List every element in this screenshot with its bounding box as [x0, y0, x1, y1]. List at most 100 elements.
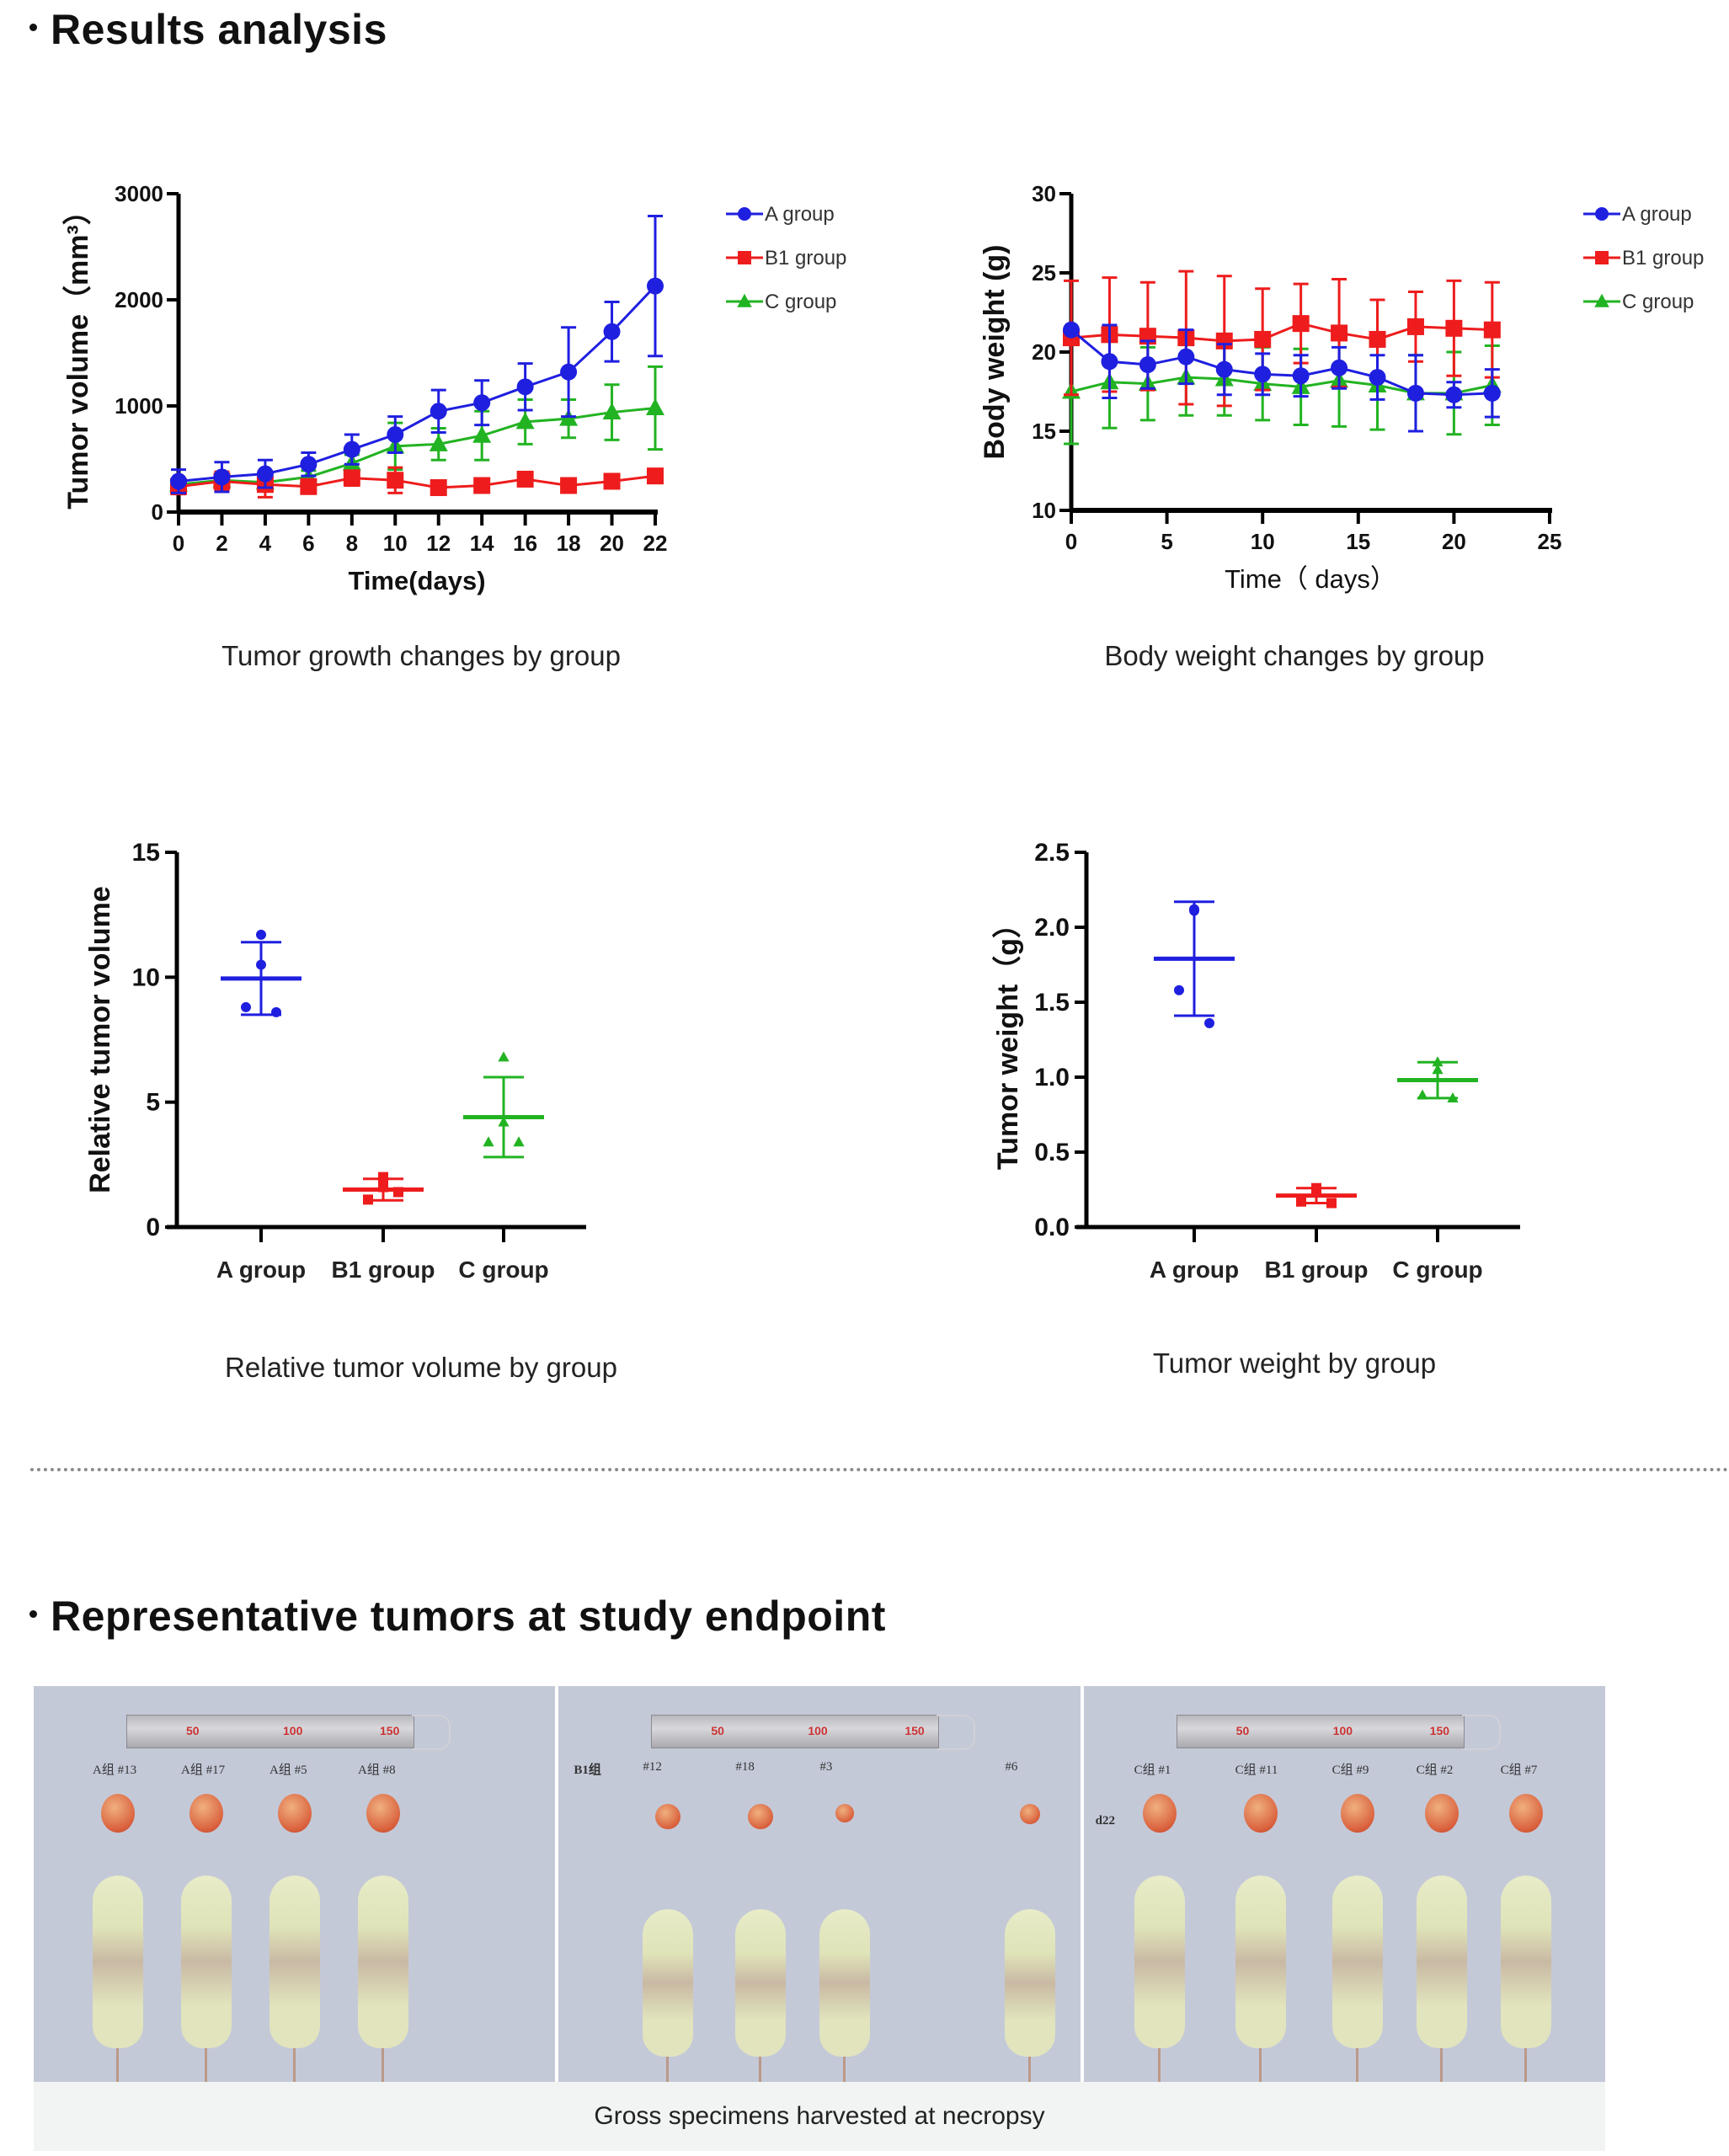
data-point [602, 403, 622, 420]
legend-item-b1: B1 group [1583, 247, 1704, 270]
specimen-label: A组 #8 [358, 1764, 396, 1777]
tumor-specimen [278, 1794, 312, 1833]
ruler-end [412, 1715, 451, 1750]
data-point [241, 1001, 251, 1012]
section-divider [30, 1468, 1729, 1471]
ruler-mark: 50 [186, 1724, 200, 1737]
mouse-tail [1524, 2048, 1527, 2082]
specimen-label: C组 #2 [1416, 1764, 1454, 1777]
tumor-specimen [189, 1794, 223, 1833]
data-point [1296, 1196, 1306, 1207]
data-point [1417, 1089, 1428, 1100]
legend-label: C group [765, 291, 836, 313]
y-tick-label: 1.0 [1034, 1064, 1070, 1091]
x-tick-label: 20 [600, 531, 624, 556]
ruler: 50 100 150 [651, 1715, 976, 1750]
y-tick-label: 2000 [115, 287, 163, 312]
y-tick-label: 25 [1032, 260, 1056, 286]
specimen-label: C组 #7 [1500, 1764, 1538, 1777]
results-heading-text: Results analysis [51, 6, 387, 53]
data-point [1445, 319, 1463, 337]
data-point [1215, 360, 1233, 378]
data-point [378, 1171, 388, 1182]
mouse-tail [382, 2048, 384, 2082]
relative-tumor-volume-caption: Relative tumor volume by group [225, 1352, 617, 1383]
x-tick-label: 25 [1538, 529, 1562, 554]
data-point [498, 1116, 510, 1127]
y-tick-label: 1000 [115, 393, 163, 419]
y-axis-title: Tumor volume（mm³） [61, 196, 94, 510]
legend-marker [1595, 251, 1609, 264]
mouse-specimen [358, 1876, 408, 2048]
x-tick-label: 22 [643, 531, 668, 556]
data-point [603, 472, 621, 490]
y-tick-label: 3000 [115, 181, 163, 206]
data-point [1369, 330, 1386, 348]
y-tick-label: 0.0 [1034, 1214, 1070, 1241]
data-point [343, 469, 360, 487]
data-point [515, 412, 535, 430]
x-tick-label: 5 [1161, 529, 1172, 554]
data-point [483, 1136, 494, 1147]
ruler-mark: 150 [905, 1724, 925, 1737]
legend-item-c: C group [1583, 291, 1694, 313]
photo-panel-b1-group: 50 100 150 B1组 #12 #18 #3 #6 [558, 1686, 1081, 2082]
legend-marker [1595, 207, 1609, 221]
data-point [170, 472, 187, 490]
data-point [387, 426, 404, 444]
mouse-specimen [181, 1876, 232, 2048]
tumor-specimen [1424, 1794, 1459, 1833]
ruler-end [1461, 1715, 1501, 1750]
series-line [178, 407, 656, 486]
ruler-mark: 50 [1235, 1724, 1250, 1737]
y-axis-title: Body weight (g) [979, 245, 1011, 460]
data-point [256, 929, 266, 940]
data-point [343, 440, 360, 458]
tumor-specimen [366, 1794, 400, 1833]
mouse-tail [116, 2048, 119, 2082]
data-point [1406, 318, 1424, 335]
legend-label: B1 group [765, 247, 846, 270]
tumor-growth-caption: Tumor growth changes by group [221, 640, 621, 671]
data-point [1311, 1184, 1321, 1195]
data-point [647, 467, 664, 485]
tumors-heading: Representative tumors at study endpoint [29, 1592, 886, 1641]
group-a [1154, 900, 1235, 1028]
data-point [473, 394, 491, 412]
photo-panel-c-group: 50 100 150 d22 C组 #1 C组 #11 C组 #9 C组 #2 C组 #7 [1083, 1686, 1605, 2082]
series-c [169, 365, 664, 492]
tumor-weight-caption: Tumor weight by group [1152, 1348, 1437, 1379]
group-b1 [1276, 1182, 1357, 1209]
tumor-specimen [655, 1804, 681, 1829]
mouse-specimen [1500, 1876, 1551, 2048]
specimen-label: C组 #11 [1235, 1764, 1278, 1777]
specimen-label: A组 #17 [181, 1764, 226, 1777]
data-point [1063, 321, 1080, 339]
data-point [560, 363, 578, 381]
mouse-tail [759, 2057, 762, 2082]
mouse-specimen [1235, 1876, 1286, 2048]
y-tick-label: 10 [1032, 498, 1056, 523]
legend-label: A group [1622, 203, 1692, 226]
x-tick-label: 10 [383, 531, 408, 556]
specimen-photos: 50 100 150 A组 #13 A组 #17 A组 #5 A组 #8 50 100 150 B… [34, 1686, 1605, 2082]
mouse-tail [1157, 2048, 1161, 2082]
body-weight-chart: 10 15 20 25 30 0 5 10 15 20 25 Time（ days） Body weig… [979, 181, 1704, 594]
specimen-label: #3 [819, 1760, 833, 1774]
y-axis-title: Tumor weight（g） [991, 910, 1024, 1170]
y-tick-label: 2.5 [1034, 839, 1070, 867]
data-point [1445, 386, 1463, 403]
data-point [1369, 369, 1386, 387]
mouse-specimen [269, 1876, 320, 2048]
data-point [378, 1182, 388, 1193]
data-point [1139, 356, 1156, 374]
data-point [256, 959, 266, 970]
x-axis-title: Time（ days） [1225, 564, 1396, 594]
y-tick-label: 0.5 [1034, 1139, 1070, 1166]
tumor-specimen [1508, 1794, 1543, 1833]
tumor-growth-chart: 0 1000 2000 3000 0 2 4 6 8 10 12 14 16 18 20 22 Time(day… [61, 181, 846, 595]
x-tick-label: 2 [216, 531, 227, 556]
x-tick-label: 15 [1346, 529, 1370, 554]
photo-caption: Gross specimens harvested at necropsy [34, 2082, 1605, 2151]
x-tick-label: 0 [1065, 529, 1077, 554]
